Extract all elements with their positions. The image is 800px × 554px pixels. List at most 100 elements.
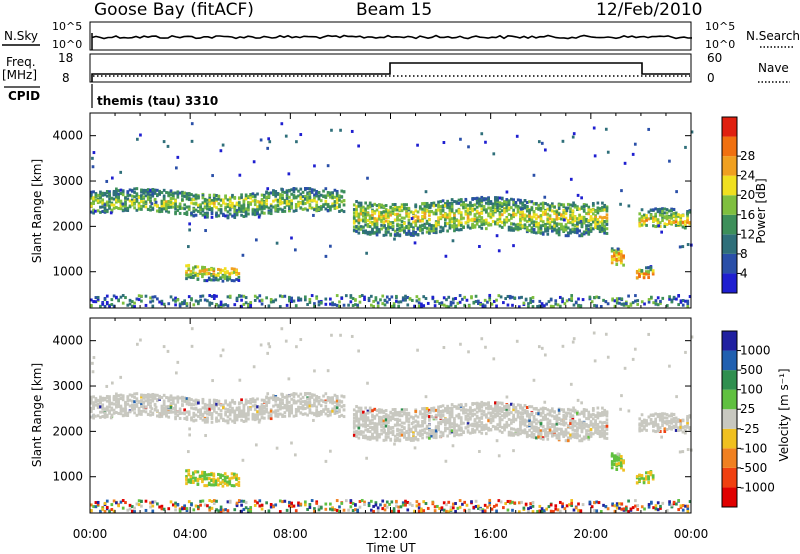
power-cell [398,229,402,233]
power-cell [562,228,566,232]
power-cell [117,192,120,196]
power-cell [480,207,484,211]
power-cell [421,215,424,219]
power-cell [531,305,535,309]
power-cell [525,201,529,205]
velocity-cell [253,418,257,422]
power-cell [398,218,402,222]
power-cell [654,302,658,306]
power-cell [108,305,111,309]
power-cell [443,212,447,216]
velocity-cell [331,396,334,400]
power-cell [507,203,511,207]
velocity-cell [368,437,372,441]
power-cell [496,205,500,209]
power-cell [110,203,114,207]
velocity-cell [412,436,415,440]
power-cell [407,226,411,230]
power-cell [142,188,146,192]
power-cell [457,208,461,212]
velocity-cell [240,409,243,413]
velocity-cell [389,415,393,419]
velocity-cell [362,419,365,423]
velocity-cell [256,414,259,418]
power-cell [649,268,653,272]
power-cell [587,212,591,216]
power-cell [267,195,271,199]
power-cell [413,241,417,245]
power-cell [530,218,534,222]
power-cell [587,224,591,228]
power-cell [242,215,246,219]
power-cell [495,304,498,308]
power-cell [512,227,515,231]
velocity-cell [212,401,216,405]
power-cell [569,221,572,225]
power-cell [480,211,484,215]
power-cell [561,139,565,143]
power-cell [496,196,500,200]
power-cell [459,211,463,215]
velocity-cell [274,411,278,415]
power-cell [380,218,383,222]
velocity-cell [491,409,495,413]
power-cell [212,267,216,271]
power-cell [445,304,448,308]
power-cell [591,212,595,216]
velocity-cell [333,411,337,415]
power-cell [319,193,323,197]
power-cell [539,224,543,228]
velocity-cell [380,420,383,424]
power-cell [557,230,561,234]
power-cell [349,300,353,304]
power-cell [508,294,512,298]
power-cell [115,296,118,300]
power-cell [391,207,395,211]
velocity-cell [119,412,123,416]
power-cell [156,193,159,197]
velocity-cell [313,393,316,397]
power-cell [362,214,365,218]
velocity-cell [494,407,497,411]
power-cell [212,294,216,298]
velocity-cell [377,410,381,414]
power-cell [635,269,639,273]
velocity-cell [142,409,146,413]
velocity-cell [414,409,418,413]
power-cell [629,302,633,306]
power-cell [491,212,495,216]
power-cell [663,211,667,215]
power-cell [436,299,439,303]
power-cell [425,219,429,223]
velocity-cell [389,427,393,431]
beam-title: Beam 15 [356,0,432,20]
velocity-cell [494,425,497,429]
power-cell [221,275,225,279]
velocity-cell [364,406,367,410]
velocity-cell [108,405,111,409]
power-cell [560,224,563,228]
power-cell [596,211,600,215]
power-cell [144,190,148,194]
velocity-cell [267,398,271,402]
power-cell [596,222,600,226]
velocity-cell [108,410,111,414]
velocity-cell [393,413,397,417]
power-cell [400,223,404,227]
velocity-cell [450,410,454,414]
velocity-cell [466,408,470,412]
velocity-cell [203,420,207,424]
power-cell [405,226,408,230]
power-cell [589,222,593,226]
velocity-cell [288,400,291,404]
power-cell [283,198,287,202]
velocity-cell [294,410,298,414]
power-cell [540,141,544,145]
velocity-cell [151,397,155,401]
power-cell [366,224,370,228]
power-cell [548,217,552,221]
power-cell [240,213,243,217]
velocity-cell [247,411,250,415]
velocity-cell [217,407,221,411]
power-cell [303,295,307,299]
